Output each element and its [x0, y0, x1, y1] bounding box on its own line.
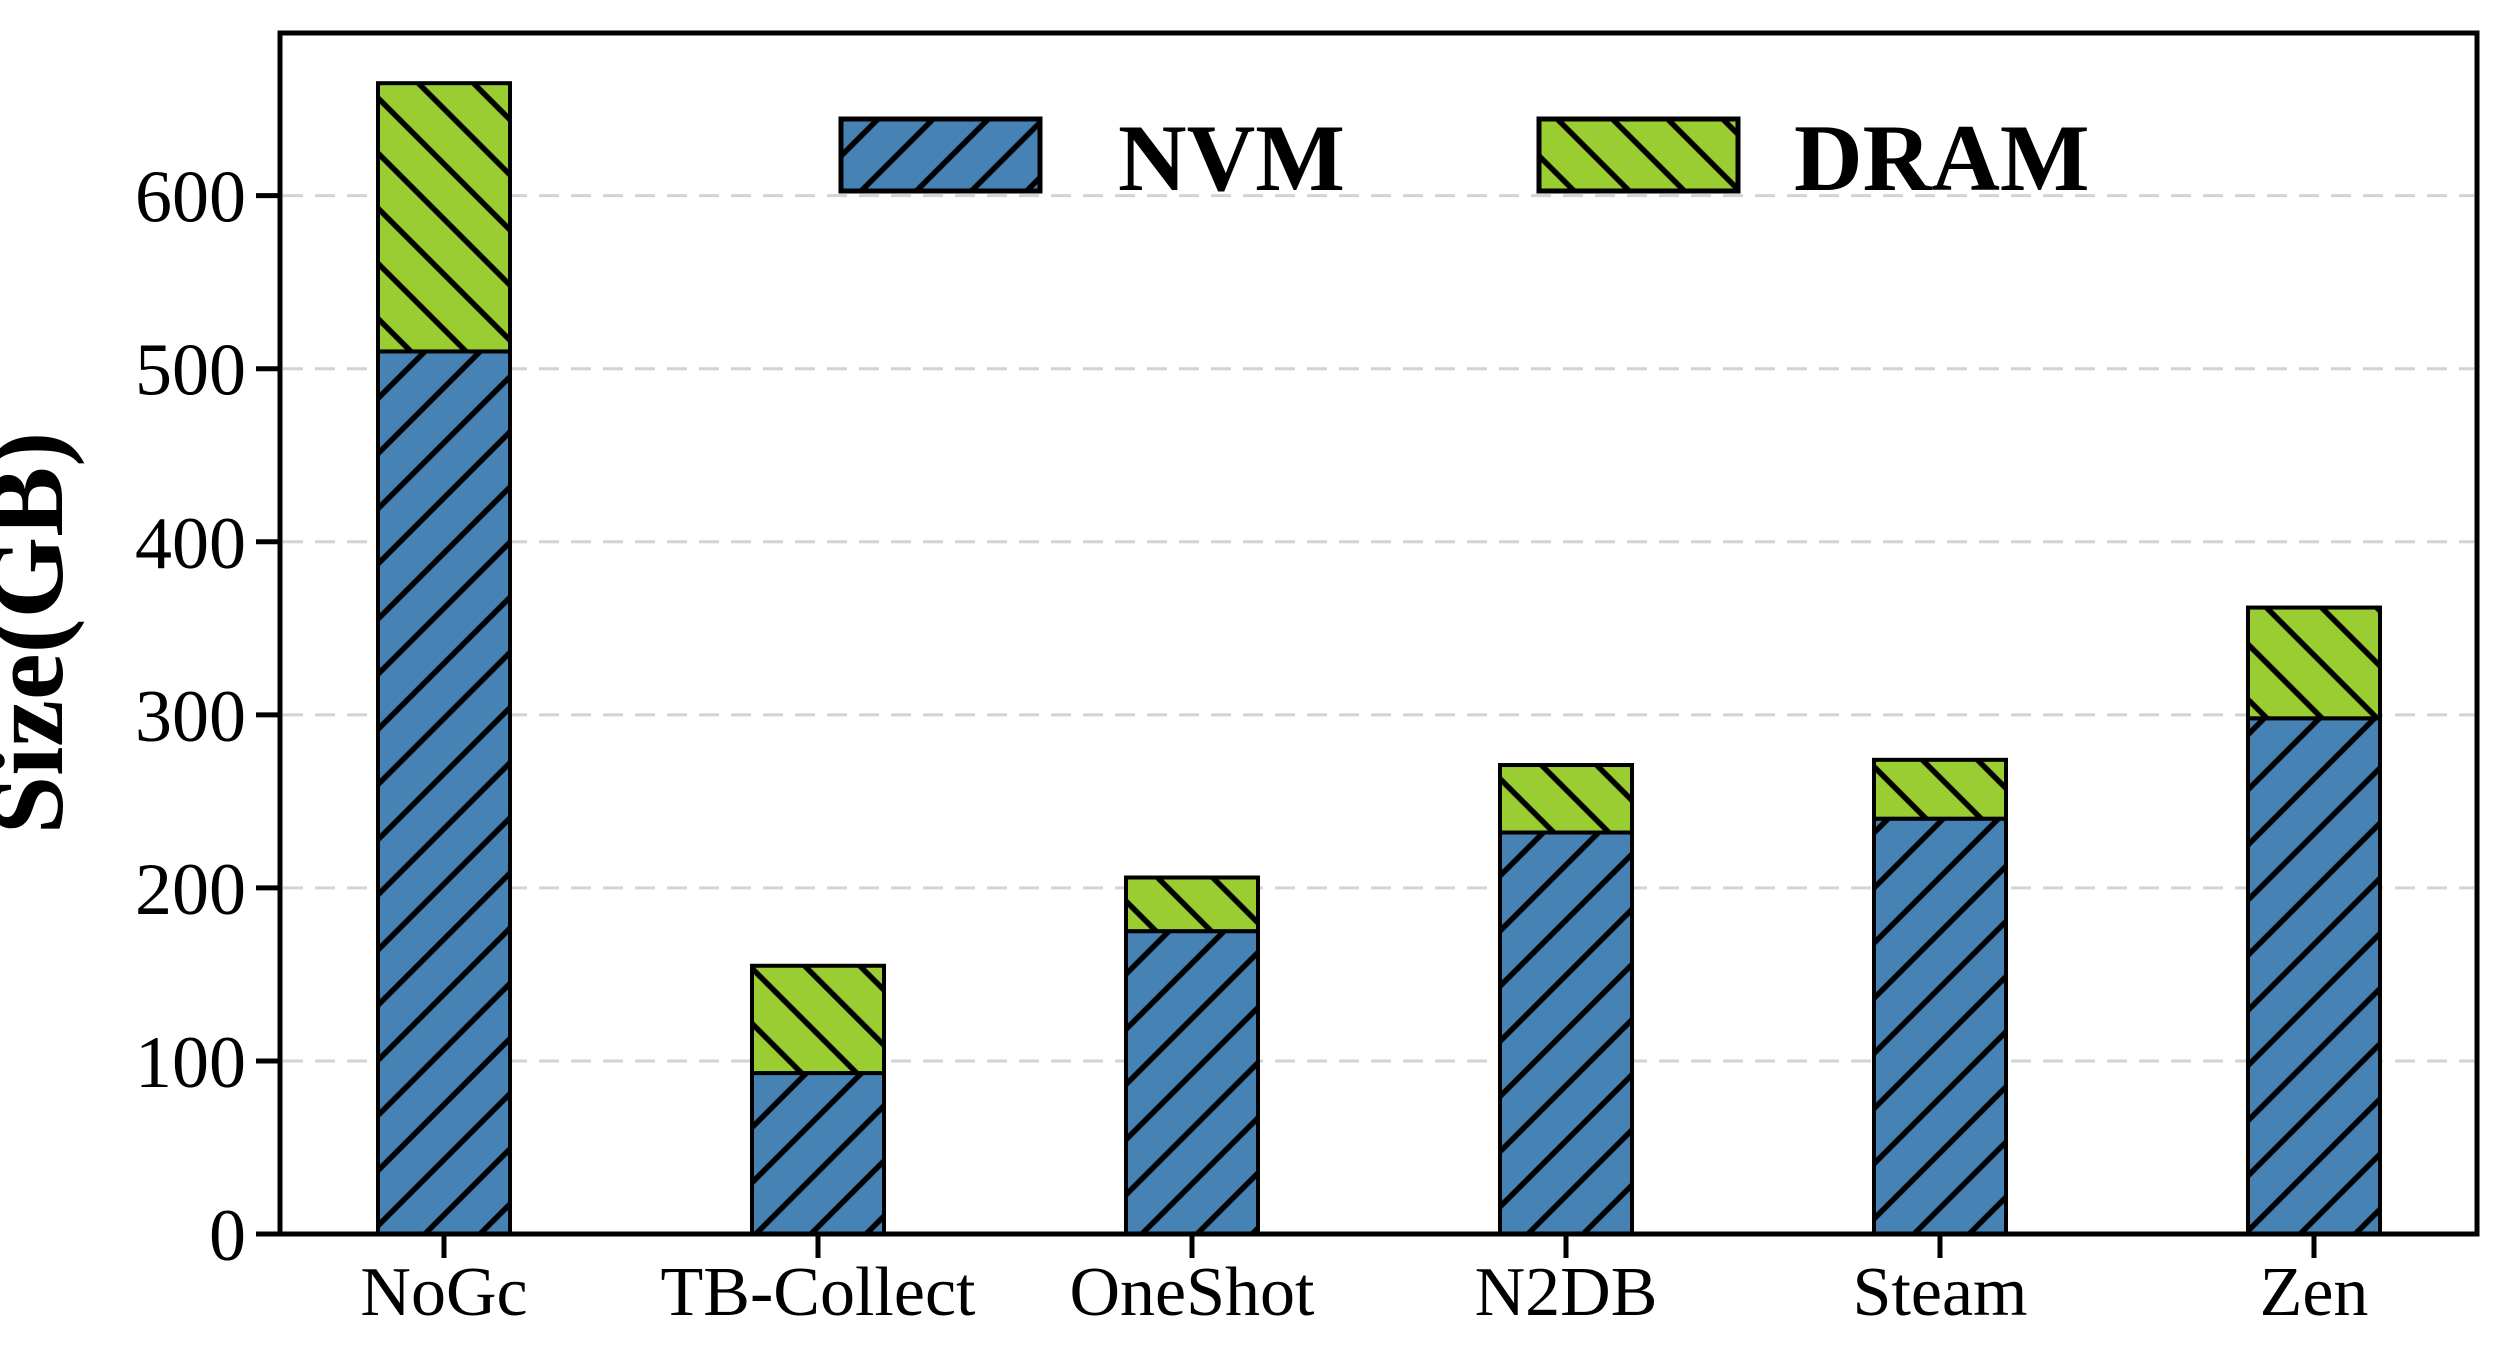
- bar-segment-dram-zen-hatch: [2248, 607, 2380, 719]
- plot-border: [277, 30, 2480, 1237]
- bar-segment-dram-n2db-hatch: [1500, 765, 1632, 833]
- bar-segment-nvm-n2db-hatch: [1500, 832, 1632, 1234]
- bar-segment-nvm-oneshot-hatch: [1126, 931, 1258, 1234]
- bar-segment-dram-n2db-border: [1498, 763, 1634, 835]
- legend-swatch-nvm-hatch: [838, 116, 1043, 194]
- legend-label-nvm: NVM: [1118, 105, 1345, 211]
- legend: NVM DRAM: [838, 105, 2089, 211]
- bar-segment-dram-nogc-hatch: [378, 83, 510, 352]
- bar-segment-dram-tb-collect-border: [750, 963, 886, 1076]
- bar-segment-dram-oneshot-hatch: [1126, 877, 1258, 932]
- legend-swatch-dram-hatch: [1536, 116, 1741, 194]
- gridlines: [283, 194, 2474, 1063]
- bar-segment-dram-zen-border: [2246, 605, 2382, 721]
- bars-group: [376, 81, 2382, 1236]
- x-tick-label-steam: Steam: [1853, 1254, 2028, 1331]
- x-tick-label-nogc: NoGc: [360, 1254, 527, 1331]
- bar-segment-nvm-zen-hatch: [2248, 718, 2380, 1234]
- bar-segment-dram-oneshot-border: [1124, 875, 1260, 934]
- x-tick-label-oneshot: OneShot: [1070, 1254, 1316, 1331]
- y-tick-label-200: 200: [135, 849, 246, 931]
- x-tick-label-zen: Zen: [2260, 1254, 2369, 1331]
- bar-segment-nvm-tb-collect-hatch: [752, 1073, 884, 1234]
- y-axis-label: Size(GB): [0, 432, 85, 834]
- x-tick-label-n2db: N2DB: [1475, 1254, 1658, 1331]
- bar-segment-dram-steam-border: [1872, 757, 2008, 821]
- bar-segment-dram-nogc-border: [376, 81, 512, 354]
- bar-segment-nvm-nogc-hatch: [378, 351, 510, 1234]
- y-tick-label-600: 600: [135, 157, 246, 239]
- y-tick-label-100: 100: [135, 1022, 246, 1104]
- bar-segment-dram-tb-collect-hatch: [752, 965, 884, 1074]
- bar-segment-dram-steam-hatch: [1874, 759, 2006, 819]
- bar-segment-nvm-steam-hatch: [1874, 818, 2006, 1234]
- y-tick-label-500: 500: [135, 330, 246, 412]
- y-tick-label-400: 400: [135, 503, 246, 585]
- y-axis-ticks: 0 100 200 300 400 500 600: [135, 157, 280, 1277]
- y-tick-label-300: 300: [135, 676, 246, 758]
- x-tick-label-tb-collect: TB-Collect: [661, 1254, 976, 1331]
- y-tick-label-0: 0: [209, 1195, 246, 1277]
- legend-label-dram: DRAM: [1794, 105, 2089, 211]
- x-axis-ticks: NoGc TB-Collect OneShot N2DB Steam Zen: [360, 1234, 2368, 1331]
